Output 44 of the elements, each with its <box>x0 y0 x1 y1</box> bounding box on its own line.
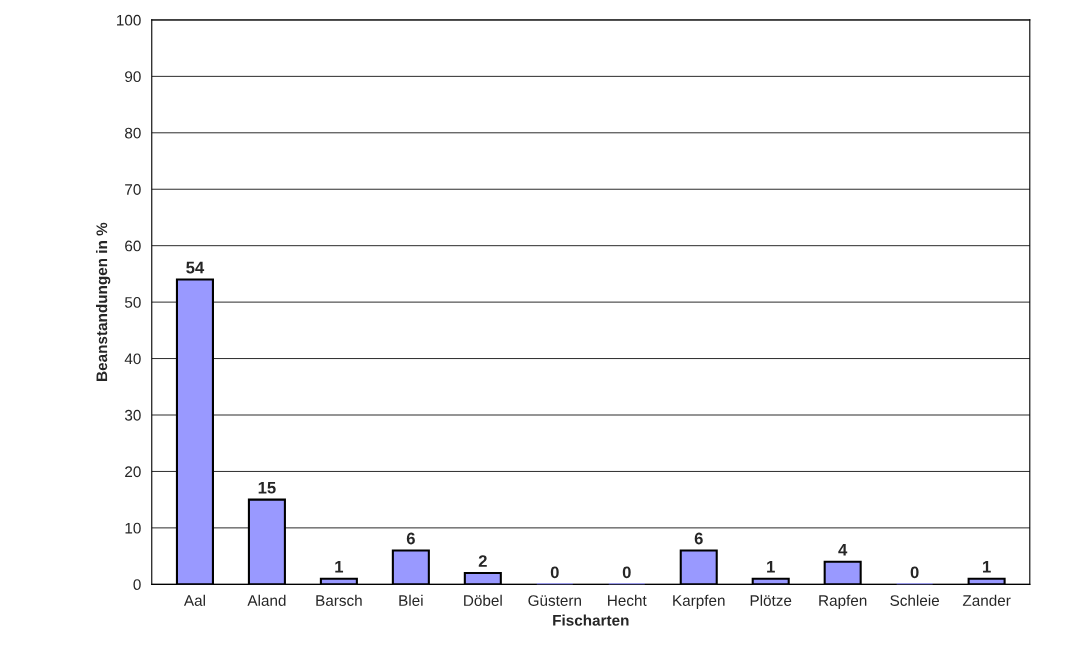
bar <box>823 560 862 585</box>
y-tick-label: 20 <box>125 466 141 478</box>
bar <box>319 577 358 585</box>
y-tick-label: 100 <box>117 14 141 26</box>
x-tick-label: Schleie <box>890 594 940 606</box>
data-label: 6 <box>406 532 415 545</box>
x-tick-label: Aland <box>247 594 286 606</box>
data-label: 1 <box>983 560 991 573</box>
data-label: 4 <box>838 544 848 556</box>
data-label: 1 <box>335 560 344 573</box>
x-tick-label: Plötze <box>750 594 792 606</box>
x-axis-title: Fischarten <box>553 614 629 626</box>
y-tick-label: 30 <box>124 409 141 421</box>
y-tick-label: 0 <box>133 579 141 591</box>
data-label: 6 <box>694 532 703 545</box>
data-label: 1 <box>767 560 775 573</box>
x-tick-label: Karpfen <box>673 594 725 609</box>
y-axis-title: Beanstandungen in % <box>95 222 111 381</box>
x-tick-label: Aal <box>183 594 205 606</box>
bar <box>391 549 430 585</box>
y-tick-label: 60 <box>125 240 141 252</box>
bar <box>679 549 718 585</box>
bar <box>463 571 502 585</box>
x-tick-label: Hecht <box>608 594 647 606</box>
y-tick-label: 80 <box>125 127 141 139</box>
x-tick-label: Zander <box>962 594 1011 606</box>
x-tick-label: Blei <box>399 594 423 606</box>
y-tick-label: 70 <box>125 184 141 195</box>
y-tick-label: 50 <box>124 296 141 308</box>
y-tick-label: 10 <box>125 522 141 534</box>
data-label: 15 <box>258 481 276 494</box>
x-tick-label: Döbel <box>464 594 502 606</box>
bar <box>967 577 1006 585</box>
data-label: 2 <box>478 555 487 567</box>
data-label: 0 <box>550 566 559 579</box>
data-label: 54 <box>186 261 205 274</box>
x-tick-label: Barsch <box>316 594 362 606</box>
y-tick-label: 40 <box>124 353 141 365</box>
data-label: 0 <box>910 566 919 579</box>
y-tick-label: 90 <box>125 71 141 83</box>
x-tick-label: Rapfen <box>819 594 867 609</box>
x-tick-label: Güstern <box>528 595 581 606</box>
bar <box>751 577 790 585</box>
data-label: 0 <box>622 566 631 579</box>
